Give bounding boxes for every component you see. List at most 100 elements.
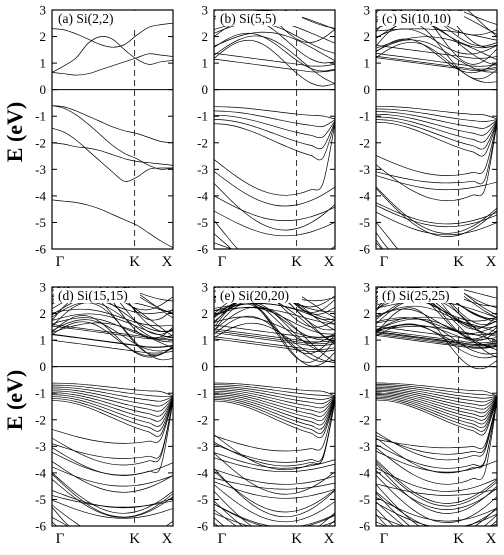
y-tick-label: 0	[40, 82, 47, 97]
band-line	[214, 394, 335, 422]
band-line	[376, 287, 497, 319]
panel-d: -6 -5 -4 -3 -2 -1 0 1 2 3 Γ K X (d) Si(15,15)	[35, 280, 174, 547]
band-line	[376, 325, 497, 340]
y-tick-label: -1	[35, 109, 46, 124]
band-line	[214, 287, 335, 321]
band-line	[214, 517, 225, 526]
band-line	[214, 385, 335, 400]
x-tick-label: Γ	[218, 531, 227, 547]
y-tick-label: -1	[35, 386, 46, 401]
band-line	[214, 477, 335, 490]
band-line	[376, 232, 390, 249]
panel-title: (d) Si(15,15)	[58, 288, 128, 303]
band-line	[376, 393, 497, 421]
x-tick-label: K	[291, 254, 302, 270]
band-line	[214, 490, 335, 526]
panel-frame	[51, 9, 174, 250]
band-line	[214, 39, 335, 87]
band-line	[52, 301, 173, 343]
panel-title: (f) Si(25,25)	[382, 288, 450, 303]
y-tick-label: 3	[364, 280, 371, 295]
y-tick-label: -3	[359, 162, 370, 177]
y-tick-label: -2	[359, 412, 370, 427]
band-line	[214, 332, 335, 346]
panel-frame	[213, 9, 336, 250]
band-line	[376, 317, 497, 355]
band-line	[52, 384, 173, 397]
band-line	[214, 481, 335, 499]
panel-title: (a) Si(2,2)	[58, 11, 113, 26]
band-line	[376, 396, 497, 429]
band-line	[376, 221, 497, 249]
band-line	[52, 287, 173, 319]
x-tick-label: X	[324, 531, 335, 547]
y-tick-label: -2	[35, 135, 46, 150]
band-line	[52, 495, 173, 508]
x-tick-label: K	[453, 254, 464, 270]
band-line	[52, 516, 69, 526]
band-line	[214, 22, 335, 54]
band-line	[376, 470, 497, 510]
band-line	[52, 339, 173, 354]
y-tick-label: -4	[35, 188, 46, 203]
band-line	[214, 324, 335, 339]
band-line	[376, 399, 497, 474]
panel-title-bg	[378, 288, 464, 303]
band-line	[52, 490, 173, 509]
x-tick-label: X	[162, 254, 173, 270]
x-tick-label: K	[129, 531, 140, 547]
band-line	[458, 10, 497, 25]
band-line	[214, 468, 335, 485]
band-line	[214, 400, 335, 471]
band-line	[214, 306, 335, 335]
y-tick-label: -6	[35, 242, 46, 257]
x-tick-label: Γ	[380, 531, 389, 547]
band-line	[214, 233, 232, 249]
band-line	[214, 452, 335, 495]
band-line	[214, 307, 335, 325]
panel-frame	[375, 286, 498, 527]
y-tick-label: 1	[364, 56, 371, 71]
x-tick-label: X	[486, 254, 497, 270]
band-line	[376, 121, 497, 157]
band-line	[376, 463, 497, 514]
band-line	[52, 308, 173, 327]
band-line	[214, 183, 335, 231]
y-tick-label: -3	[197, 162, 208, 177]
band-line	[52, 382, 173, 397]
band-line	[376, 386, 497, 403]
band-line	[376, 188, 497, 237]
y-tick-label: -1	[197, 386, 208, 401]
band-line	[376, 400, 497, 455]
band-line	[214, 512, 335, 526]
panel-f: -6 -5 -4 -3 -2 -1 0 1 2 3 Γ K X (f) Si(25,25)	[359, 280, 498, 547]
band-line	[376, 122, 497, 176]
band-line	[376, 496, 497, 522]
band-line	[52, 36, 173, 73]
band-line	[376, 105, 497, 120]
band-line	[376, 389, 497, 410]
band-line	[214, 397, 335, 430]
y-tick-label: 1	[364, 333, 371, 348]
band-line	[214, 330, 335, 345]
band-line	[376, 492, 497, 526]
y-tick-label: 2	[364, 29, 371, 44]
band-line	[52, 388, 173, 407]
band-line	[214, 10, 335, 29]
panel-title: (b) Si(5,5)	[220, 11, 276, 26]
band-line	[376, 501, 497, 526]
band-line	[52, 392, 173, 417]
y-tick-label: -3	[359, 439, 370, 454]
bands-group	[214, 287, 335, 526]
panel-e: -6 -5 -4 -3 -2 -1 0 1 2 3 Γ K X (e) Si(20,20)	[197, 280, 336, 547]
band-line	[52, 479, 173, 518]
y-tick-label: -4	[197, 465, 208, 480]
y-tick-label: 1	[202, 56, 209, 71]
band-line	[376, 287, 497, 309]
y-tick-label: -6	[359, 519, 370, 534]
bands-group	[376, 10, 497, 249]
band-line	[376, 28, 497, 41]
band-line	[376, 10, 497, 37]
band-line	[52, 398, 173, 432]
panel-frame	[51, 286, 174, 527]
